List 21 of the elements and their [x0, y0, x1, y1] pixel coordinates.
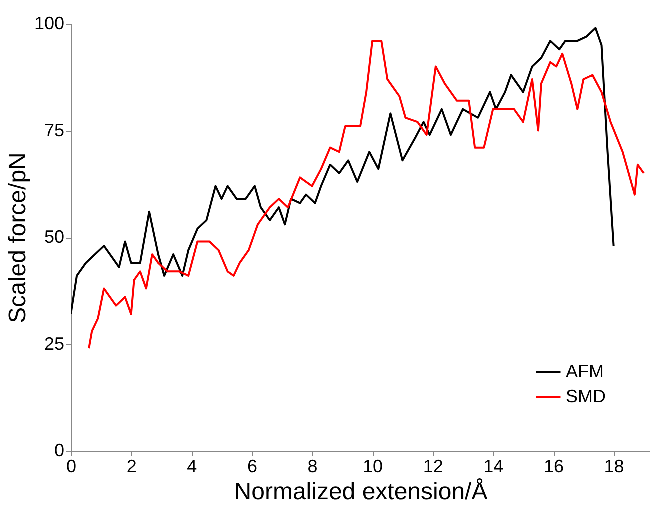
y-tick-label: 75	[44, 120, 64, 140]
x-tick-label: 12	[423, 456, 444, 476]
x-tick-label: 0	[66, 456, 77, 476]
y-tick-label: 25	[44, 334, 64, 354]
y-axis-title: Scaled force/pN	[4, 152, 32, 324]
legend-label: AFM	[566, 362, 604, 382]
x-tick-label: 6	[247, 456, 258, 476]
x-tick-label: 2	[126, 456, 137, 476]
x-tick-label: 16	[544, 456, 564, 476]
y-tick-label: 100	[34, 14, 64, 34]
x-axis-title: Normalized extension/Å	[234, 478, 488, 506]
x-tick-label: 14	[484, 456, 504, 476]
y-tick-label: 0	[54, 440, 64, 460]
x-tick-label: 10	[363, 456, 384, 476]
x-tick-label: 8	[308, 456, 318, 476]
x-tick-label: 4	[187, 456, 198, 476]
line-series	[71, 27, 615, 316]
legend-label: SMD	[566, 386, 606, 406]
y-tick-label: 50	[44, 227, 64, 247]
line-series	[88, 40, 645, 350]
x-tick-label: 18	[604, 456, 624, 476]
